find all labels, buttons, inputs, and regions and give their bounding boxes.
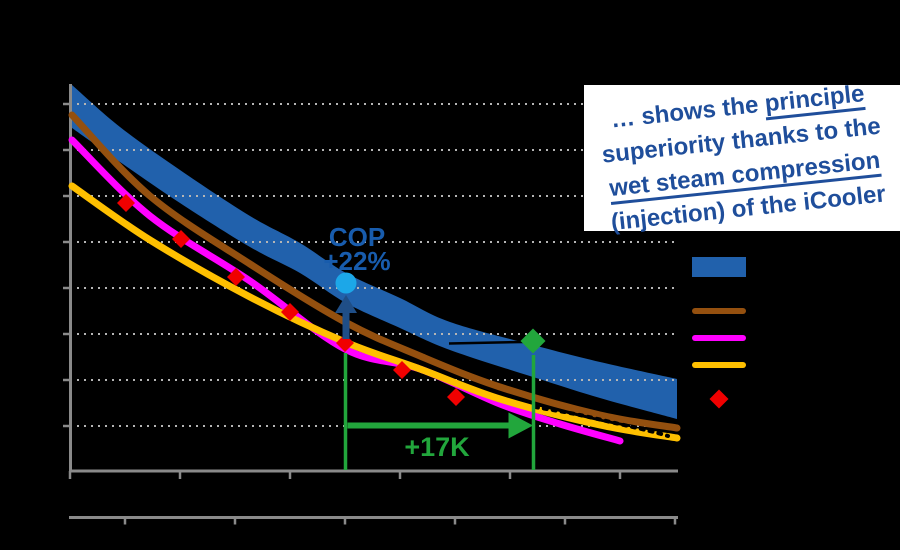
annotation-text-box: … shows the principle superiority thanks … (584, 80, 900, 236)
series-line-yellow (68, 182, 681, 442)
measured-points-marker-0 (117, 194, 135, 212)
series-line-brown (68, 111, 681, 432)
legend-swatch-line-magenta (692, 335, 746, 341)
legend-swatch-icooler-band (692, 257, 746, 277)
legend-swatch-line-yellow (692, 362, 746, 368)
series-icooler-band (72, 85, 677, 419)
series-line-magenta (68, 136, 624, 445)
cop-dot (335, 272, 357, 294)
cop-label-line2: +22% (323, 246, 390, 276)
annotation-text: … shows the principle superiority thanks … (597, 76, 890, 241)
cop-label-line1: COP (329, 222, 385, 252)
measured-points-marker-5 (393, 361, 411, 379)
cop-arrow-head (335, 295, 357, 313)
connector-line (448, 340, 524, 345)
legend-swatch-line-brown (692, 308, 746, 314)
green-diamond-point-marker-0 (520, 328, 546, 354)
legend-swatch-measured-points (709, 389, 729, 409)
measured-points-marker-2 (227, 268, 245, 286)
delta-arrow-head (508, 412, 533, 439)
measured-points-marker-3 (281, 303, 299, 321)
measured-points-marker-6 (447, 388, 465, 406)
dotted-tail (533, 405, 670, 438)
measured-points-marker-1 (172, 230, 190, 248)
delta-label: +17K (404, 432, 470, 462)
